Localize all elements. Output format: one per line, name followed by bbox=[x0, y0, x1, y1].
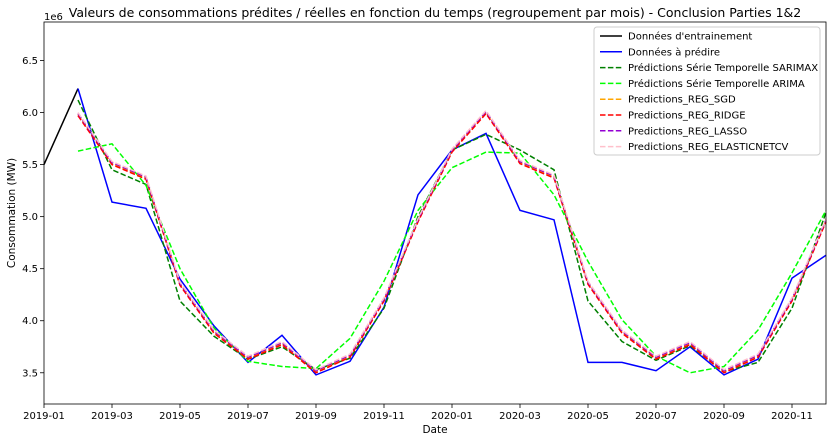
legend-label: Prédictions Série Temporelle SARIMAX bbox=[628, 62, 818, 74]
y-tick-label: 3.5 bbox=[22, 368, 38, 379]
y-tick-label: 5.0 bbox=[22, 212, 38, 223]
series-line-1 bbox=[43, 88, 79, 165]
y-axis: 3.5 4.0 4.5 5.0 5.5 6.0 6.5 bbox=[22, 56, 44, 379]
legend-label: Prédictions Série Temporelle ARIMA bbox=[628, 78, 805, 90]
legend-box bbox=[593, 26, 821, 156]
x-tick-label: 2019-07 bbox=[227, 411, 269, 422]
y-tick-label: 4.0 bbox=[22, 316, 38, 327]
series-line-8 bbox=[77, 109, 827, 371]
series-layer bbox=[43, 88, 827, 376]
x-tick-label: 2019-11 bbox=[363, 411, 405, 422]
y-axis-label: Consommation (MW) bbox=[6, 158, 18, 268]
legend-label: Predictions_REG_RIDGE bbox=[628, 111, 746, 122]
x-tick-label: 2020-07 bbox=[635, 411, 677, 422]
legend-label: Données à prédire bbox=[628, 46, 720, 58]
y-tick-label: 6.0 bbox=[22, 108, 38, 119]
x-axis-label: Date bbox=[422, 424, 447, 436]
y-axis-offset-label: 1e6 bbox=[44, 12, 63, 23]
chart-title: Valeurs de consommations prédites / réel… bbox=[69, 5, 802, 20]
series-line-6 bbox=[77, 112, 827, 374]
x-tick-label: 2020-01 bbox=[431, 411, 473, 422]
legend-label: Predictions_REG_SGD bbox=[628, 95, 736, 106]
y-tick-label: 4.5 bbox=[22, 264, 38, 275]
x-tick-label: 2019-05 bbox=[159, 411, 201, 422]
y-tick-label: 6.5 bbox=[22, 56, 38, 67]
legend: Données d'entrainement Données à prédire P… bbox=[593, 26, 821, 156]
plot-frame bbox=[43, 21, 827, 405]
series-line-4 bbox=[77, 142, 827, 374]
x-tick-label: 2020-03 bbox=[499, 411, 541, 422]
legend-label: Predictions_REG_ELASTICNETCV bbox=[628, 142, 789, 153]
x-tick-label: 2020-11 bbox=[771, 411, 813, 422]
x-tick-label: 2019-09 bbox=[295, 411, 337, 422]
legend-label: Données d'entrainement bbox=[628, 31, 752, 43]
x-tick-label: 2019-03 bbox=[91, 411, 133, 422]
y-tick-label: 5.5 bbox=[22, 160, 38, 171]
x-axis: 2019-01 2019-03 2019-05 2019-07 2019-09 2019-… bbox=[23, 404, 813, 422]
legend-label: Predictions_REG_LASSO bbox=[628, 126, 747, 137]
x-tick-label: 2020-09 bbox=[703, 411, 745, 422]
x-tick-label: 2019-01 bbox=[23, 411, 65, 422]
x-tick-label: 2020-05 bbox=[567, 411, 609, 422]
